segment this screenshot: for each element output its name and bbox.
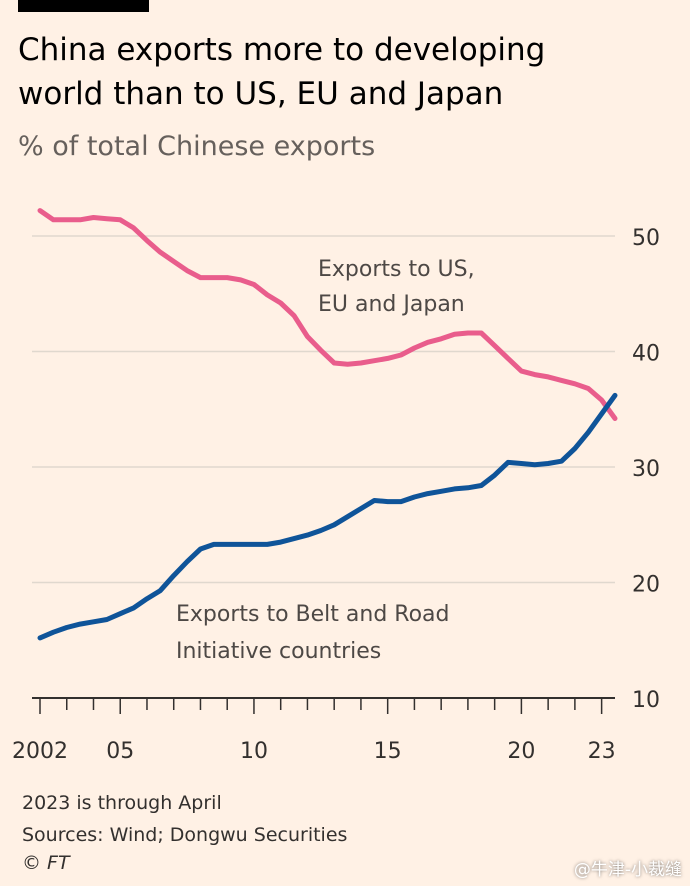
y-tick-label-10: 10 xyxy=(632,688,660,713)
series-lines xyxy=(37,208,618,641)
series-label-us-eu-japan-line2: EU and Japan xyxy=(318,292,465,317)
x-tick-label-15: 15 xyxy=(374,739,402,764)
x-tick-label-05: 05 xyxy=(106,739,134,764)
series-line-belt-and-road xyxy=(37,392,618,641)
series-labels: Exports to US, EU and Japan Exports to Bel… xyxy=(176,257,475,664)
gridlines: 10 20 30 40 50 xyxy=(32,226,660,713)
x-tick-label-20: 20 xyxy=(507,739,535,764)
x-tick-label-23: 23 xyxy=(588,739,616,764)
x-tick-label-10: 10 xyxy=(240,739,268,764)
y-tick-label-20: 20 xyxy=(632,573,660,598)
series-label-us-eu-japan-line1: Exports to US, xyxy=(318,257,475,282)
y-tick-label-40: 40 xyxy=(632,342,660,367)
x-axis: 2002 05 10 15 20 23 xyxy=(12,697,616,764)
y-tick-label-50: 50 xyxy=(632,226,660,251)
series-label-belt-and-road-line2: Initiative countries xyxy=(176,639,381,664)
footnote: 2023 is through April xyxy=(22,792,222,814)
copyright: © FT xyxy=(22,852,70,874)
chart-subtitle: % of total Chinese exports xyxy=(18,131,376,162)
sources: Sources: Wind; Dongwu Securities xyxy=(22,824,348,846)
series-label-belt-and-road-line1: Exports to Belt and Road xyxy=(176,602,450,627)
watermark: @牛津-小裁缝 xyxy=(573,860,682,880)
ft-brand-bar xyxy=(18,0,149,12)
chart-title: China exports more to developing world t… xyxy=(18,28,658,116)
chart-title-line1: China exports more to developing xyxy=(18,32,546,68)
series-line-us-eu-japan xyxy=(37,208,618,421)
y-tick-label-30: 30 xyxy=(632,457,660,482)
x-tick-label-2002: 2002 xyxy=(12,739,68,764)
chart-title-line2: world than to US, EU and Japan xyxy=(18,76,504,112)
